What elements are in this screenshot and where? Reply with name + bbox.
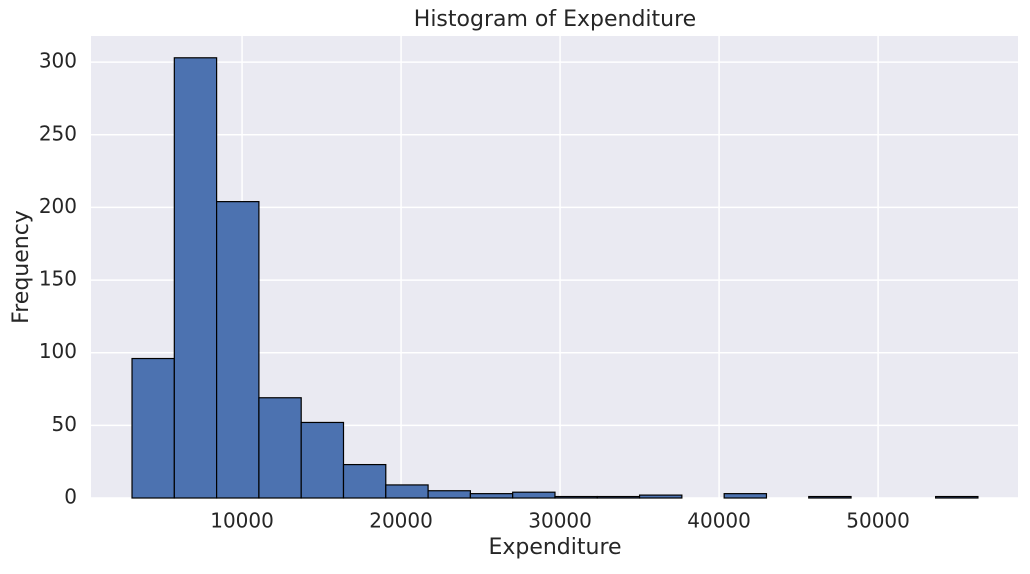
x-axis-label: Expenditure [488,535,621,560]
bar [596,495,641,499]
x-tick-label: 20000 [369,509,433,533]
bar [385,484,429,499]
y-tick-label: 150 [39,267,77,291]
bar [258,397,302,499]
y-tick-label: 250 [39,121,77,145]
bar [512,491,556,499]
bar [300,421,345,499]
y-tick-label: 200 [39,194,77,218]
bar [935,495,979,499]
bar [427,490,471,499]
y-axis-label: Frequency [9,210,34,324]
y-tick-label: 0 [64,485,77,509]
x-tick-label: 10000 [210,509,274,533]
x-tick-label: 30000 [528,509,592,533]
bar [469,493,514,499]
y-tick-label: 50 [52,412,77,436]
chart-title: Histogram of Expenditure [414,7,696,32]
bar [723,493,768,499]
bar [638,494,683,499]
bar [808,495,852,499]
y-tick-label: 100 [39,339,77,363]
bar [131,357,175,499]
bar [554,495,598,499]
y-tick-label: 300 [39,49,77,73]
bar [342,463,387,499]
bar [173,57,218,499]
x-tick-label: 50000 [846,509,910,533]
x-tick-label: 40000 [687,509,751,533]
bar [216,201,260,499]
